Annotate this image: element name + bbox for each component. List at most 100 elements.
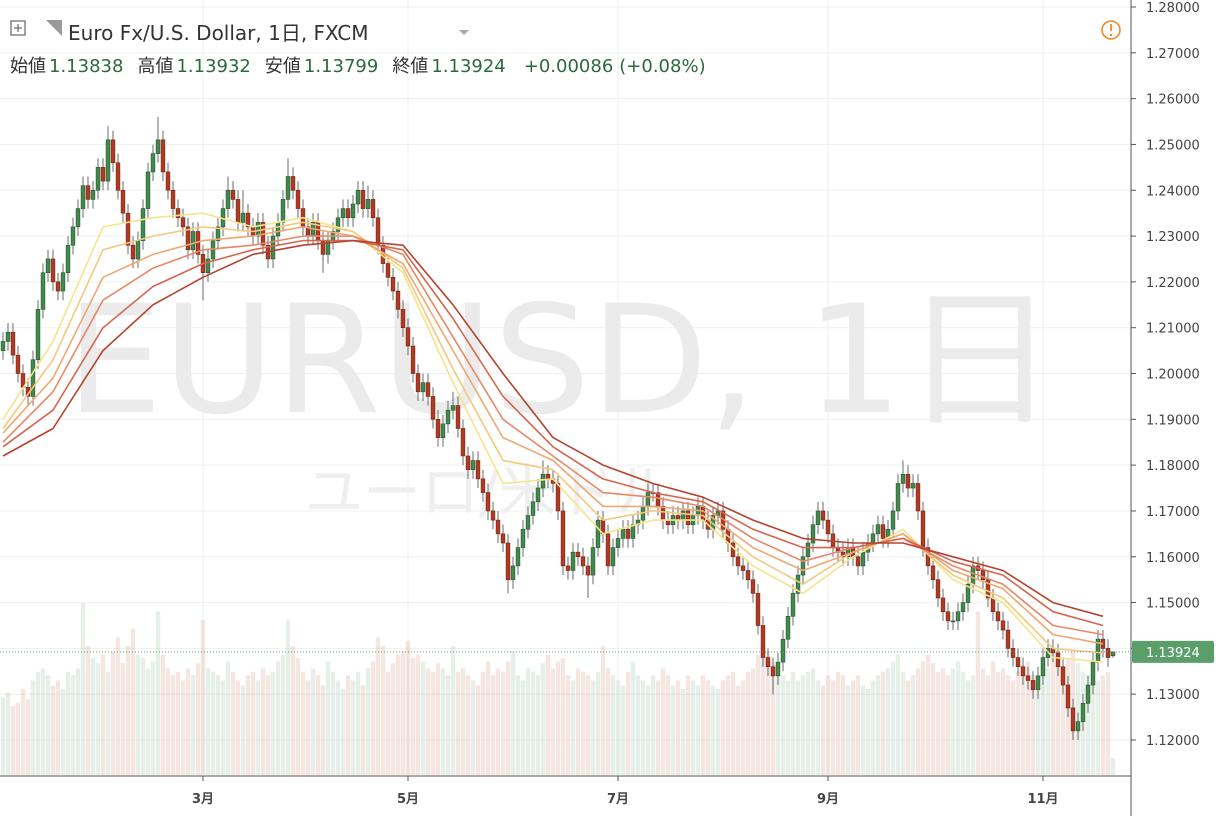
volume-bar — [1035, 680, 1041, 775]
volume-bar — [425, 668, 431, 775]
candle-body — [820, 510, 826, 521]
volume-bar — [240, 685, 246, 775]
candle-body — [810, 524, 816, 544]
last-price-box — [1132, 640, 1214, 663]
candle-body — [225, 189, 231, 209]
candle-body — [10, 331, 16, 356]
volume-bar — [885, 668, 891, 775]
volume-bar — [800, 675, 806, 775]
volume-bar — [915, 668, 921, 775]
candle-body — [815, 510, 821, 525]
candle-body — [140, 208, 146, 241]
volume-bar — [245, 675, 251, 775]
candle-body — [135, 240, 141, 260]
volume-bar — [1090, 668, 1096, 775]
volume-bar — [685, 675, 691, 775]
volume-bar — [780, 675, 786, 775]
candle-body — [995, 611, 1001, 622]
volume-bar — [150, 661, 156, 775]
volume-bar — [995, 671, 1001, 775]
candle-body — [100, 167, 106, 182]
volume-bar — [840, 675, 846, 775]
volume-bar — [965, 680, 971, 775]
y-tick-label: 1.28000 — [1146, 1, 1200, 16]
volume-bar — [520, 680, 526, 775]
candle-body — [680, 510, 686, 521]
candle-body — [400, 309, 406, 328]
volume-bar — [280, 654, 286, 775]
volume-bar — [420, 661, 426, 775]
volume-bar — [485, 661, 491, 775]
volume-bar — [110, 651, 116, 775]
candle-body — [130, 244, 136, 260]
volume-bar — [950, 668, 956, 775]
volume-bar — [745, 671, 751, 775]
candle-body — [1040, 657, 1046, 677]
candle-body — [765, 657, 771, 668]
volume-bar — [145, 668, 151, 775]
candle-body — [1085, 684, 1091, 704]
alert-icon[interactable] — [1101, 20, 1121, 40]
volume-bar — [370, 661, 376, 775]
candle-body — [90, 189, 96, 200]
volume-bar — [525, 668, 531, 775]
candle-body — [15, 354, 21, 374]
volume-bar — [415, 654, 421, 775]
volume-bar — [880, 671, 886, 775]
ohlc-row: 始値 1.13838 高値 1.13932 安値 1.13799 終値 1.13924 +0.0… — [10, 56, 706, 77]
volume-bar — [1055, 661, 1061, 775]
y-tick-label: 1.20000 — [1146, 368, 1200, 383]
time-axis-bg — [0, 776, 1131, 816]
volume-bar — [45, 675, 51, 775]
candle-body — [1060, 666, 1066, 686]
volume-bar — [85, 646, 91, 775]
candle-body — [585, 565, 591, 576]
volume-bar — [630, 661, 636, 775]
candle-body — [795, 574, 801, 594]
volume-bar — [360, 685, 366, 775]
y-tick-label: 1.26000 — [1146, 93, 1200, 108]
ma-layer — [2, 212, 1104, 663]
volume-bar — [870, 680, 876, 775]
candle-body — [290, 176, 296, 191]
candle-body — [270, 235, 276, 260]
candle-body — [770, 666, 776, 677]
volume-bar — [1095, 680, 1101, 775]
expand-icon[interactable] — [10, 20, 26, 36]
volume-bar — [640, 680, 646, 775]
volume-bar — [910, 675, 916, 775]
change-value: +0.00086 — [524, 56, 614, 77]
volume-bar — [55, 680, 61, 775]
candle-body — [915, 483, 921, 512]
volume-bar — [430, 671, 436, 775]
volume-bar — [400, 651, 406, 775]
candle-body — [40, 272, 46, 310]
volume-bar — [825, 675, 831, 775]
change-percent: (+0.08%) — [619, 56, 705, 77]
volume-bar — [620, 685, 626, 775]
price-axis-bg — [1131, 0, 1216, 816]
open-label: 始値 — [10, 56, 46, 77]
volume-bar — [465, 675, 471, 775]
volume-bar — [270, 671, 276, 775]
volume-bar — [490, 675, 496, 775]
candle-body — [685, 510, 691, 525]
volume-bar — [165, 668, 171, 775]
symbol-menu[interactable] — [459, 30, 469, 35]
volume-bar — [265, 675, 271, 775]
candle-body — [450, 405, 456, 411]
moving-average — [2, 239, 1104, 627]
candle-body — [735, 556, 741, 567]
volume-bar — [140, 658, 146, 775]
candle-body — [110, 139, 116, 164]
candle-body — [175, 208, 181, 219]
volume-bar — [100, 654, 106, 775]
volume-bar — [365, 668, 371, 775]
volume-bar — [40, 668, 46, 775]
candle-body — [405, 327, 411, 347]
candle-body — [145, 171, 151, 209]
candle-body — [60, 272, 66, 292]
volume-bar — [755, 654, 761, 775]
volume-bar — [860, 685, 866, 775]
volume-bar — [530, 671, 536, 775]
